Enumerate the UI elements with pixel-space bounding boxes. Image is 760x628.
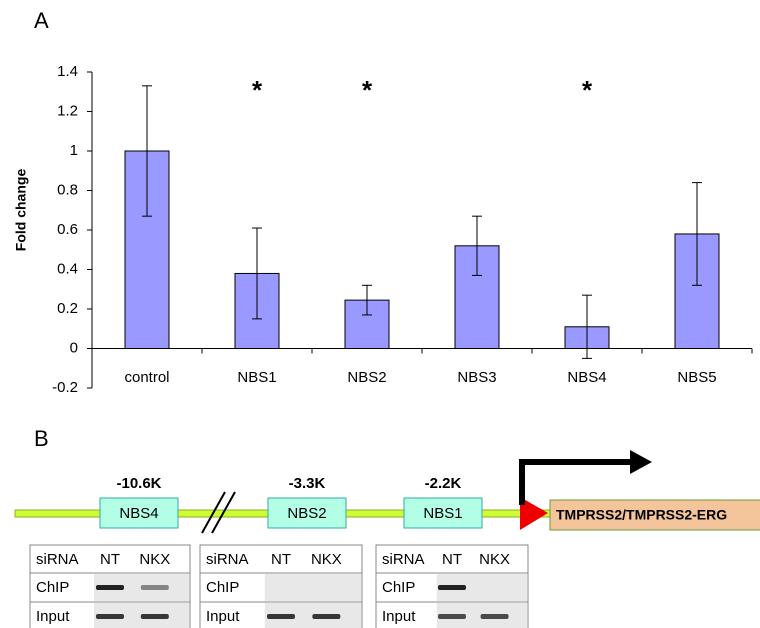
error-bar bbox=[362, 284, 372, 316]
significance-mark: * bbox=[362, 75, 373, 105]
x-tick-label: control bbox=[124, 369, 169, 386]
gel-band bbox=[480, 614, 509, 619]
gel-row-label: Input bbox=[36, 608, 70, 625]
y-tick-label: 1 bbox=[70, 142, 78, 159]
significance-mark: * bbox=[582, 75, 593, 105]
gel-table: siRNA NT NKX ChIP Input bbox=[29, 544, 191, 628]
gel-header: NKX bbox=[139, 551, 170, 568]
gel-row-label: Input bbox=[382, 608, 416, 625]
gene-box bbox=[549, 499, 760, 531]
y-tick-label: 1.2 bbox=[57, 102, 78, 119]
x-tick-label: NBS4 bbox=[567, 369, 606, 386]
y-tick-label: 0.4 bbox=[57, 260, 78, 277]
gel-row-label: ChIP bbox=[36, 579, 69, 596]
promoter-triangle bbox=[520, 497, 548, 530]
gel-table: siRNA NT NKX ChIP Input bbox=[199, 544, 363, 628]
gel-band bbox=[96, 614, 124, 619]
error-bar bbox=[582, 294, 592, 359]
site-position: -3.3K bbox=[289, 475, 326, 492]
site-position: -10.6K bbox=[116, 475, 161, 492]
arrow-head bbox=[630, 450, 652, 474]
x-tick-label: NBS5 bbox=[677, 369, 716, 386]
gel-band bbox=[140, 614, 169, 619]
gel-table: siRNA NT NKX ChIP Input bbox=[375, 544, 529, 628]
y-tick-label: -0.2 bbox=[52, 379, 78, 396]
gel-band bbox=[267, 614, 295, 619]
gel-band bbox=[438, 585, 466, 590]
y-tick-label: 0.8 bbox=[57, 181, 78, 198]
site-box bbox=[99, 497, 179, 529]
site-label: NBS4 bbox=[119, 505, 158, 522]
gel-row-label: ChIP bbox=[206, 579, 239, 596]
y-tick-label: 1.4 bbox=[57, 63, 78, 80]
x-tick-label: NBS2 bbox=[347, 369, 386, 386]
y-tick-label: 0.6 bbox=[57, 221, 78, 238]
site-box bbox=[267, 497, 347, 529]
gel-header: NKX bbox=[311, 551, 342, 568]
gene-label: TMPRSS2/TMPRSS2-ERG bbox=[556, 507, 727, 523]
gel-row-label: Input bbox=[206, 608, 240, 625]
panel-label: B bbox=[34, 426, 49, 451]
transcription-arrow bbox=[519, 459, 635, 505]
gel-row-label: ChIP bbox=[382, 579, 415, 596]
site-label: NBS1 bbox=[423, 505, 462, 522]
gel-header: siRNA bbox=[382, 551, 425, 568]
break-mark bbox=[201, 491, 226, 534]
gel-band bbox=[312, 614, 341, 619]
gel-band bbox=[96, 585, 124, 590]
gel-header: siRNA bbox=[206, 551, 249, 568]
y-tick-label: 0.2 bbox=[57, 300, 78, 317]
error-bar bbox=[692, 182, 702, 286]
error-bar bbox=[252, 227, 262, 320]
error-bar bbox=[142, 85, 152, 217]
gel-band bbox=[140, 585, 169, 590]
gel-header: NT bbox=[442, 551, 462, 568]
x-tick-label: NBS1 bbox=[237, 369, 276, 386]
gel-header: NT bbox=[271, 551, 291, 568]
gel-lane bbox=[264, 574, 361, 601]
gel-header: NKX bbox=[479, 551, 510, 568]
gel-header: NT bbox=[100, 551, 120, 568]
y-axis-label: Fold change bbox=[13, 169, 29, 252]
panel-label: A bbox=[34, 8, 49, 33]
site-box bbox=[403, 497, 483, 529]
site-label: NBS2 bbox=[287, 505, 326, 522]
x-tick-label: NBS3 bbox=[457, 369, 496, 386]
significance-mark: * bbox=[252, 75, 263, 105]
gel-header: siRNA bbox=[36, 551, 79, 568]
break-mark bbox=[211, 491, 236, 534]
site-position: -2.2K bbox=[425, 475, 462, 492]
error-bar bbox=[472, 215, 482, 276]
y-tick-label: 0 bbox=[70, 339, 78, 356]
gel-band bbox=[438, 614, 466, 619]
